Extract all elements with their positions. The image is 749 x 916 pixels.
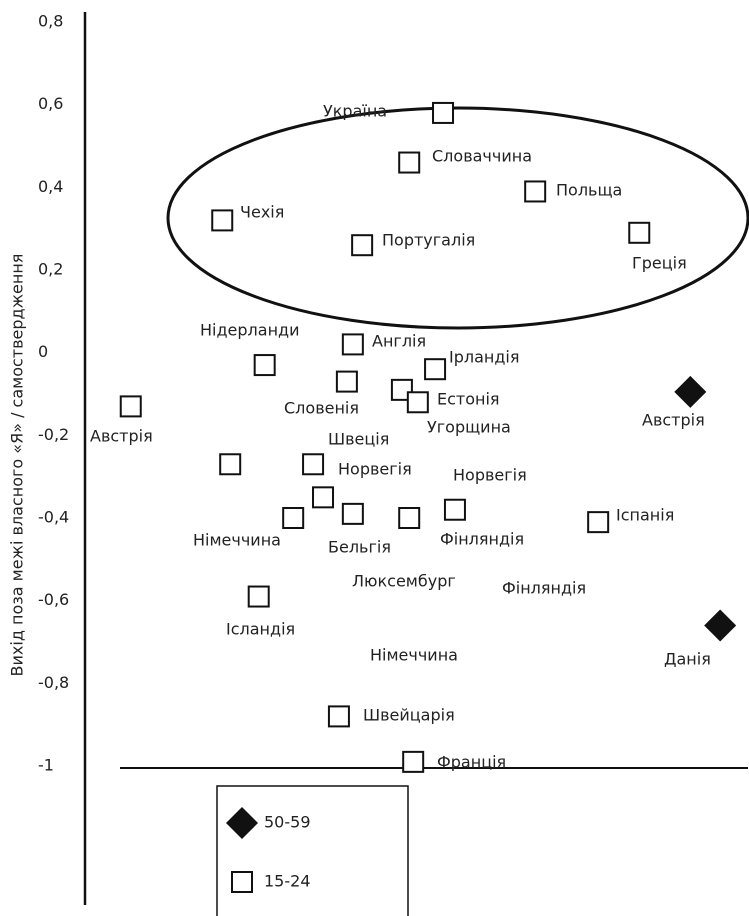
- point-label: Польща: [556, 181, 622, 200]
- y-tick-label: 0,4: [38, 177, 63, 196]
- point-label: Фінляндія: [440, 530, 524, 549]
- point-label: Чехія: [240, 203, 284, 222]
- legend-label: 15-24: [264, 872, 311, 891]
- y-tick-label: 0: [38, 342, 48, 361]
- point-label: Австрія: [642, 411, 705, 430]
- data-point: [282, 507, 305, 529]
- legend-marker: [231, 871, 253, 893]
- data-point: [119, 395, 142, 418]
- point-label: Португалія: [382, 231, 475, 250]
- y-tick-label: -1: [38, 756, 54, 775]
- point-label: Іспанія: [616, 506, 674, 525]
- point-label: Німеччина: [370, 646, 458, 665]
- point-label: Ісландія: [226, 620, 295, 639]
- point-label: Греція: [632, 254, 687, 273]
- point-label: Франція: [437, 753, 506, 772]
- data-point: [524, 180, 547, 203]
- data-point: [424, 358, 447, 381]
- data-point: [587, 511, 610, 534]
- legend-label: 50-59: [264, 813, 311, 832]
- data-point: [341, 333, 364, 356]
- group-ellipse: [166, 106, 749, 330]
- data-point: [674, 375, 707, 408]
- point-label: Фінляндія: [502, 579, 586, 598]
- point-label: Австрія: [90, 427, 153, 446]
- data-point: [402, 750, 425, 773]
- data-point: [443, 498, 466, 521]
- y-tick-label: 0,8: [38, 12, 63, 31]
- y-tick-label: -0,4: [38, 508, 69, 527]
- y-tick-label: 0,6: [38, 94, 63, 113]
- legend-marker: [226, 807, 258, 839]
- data-point: [302, 453, 325, 476]
- data-point: [628, 221, 651, 244]
- point-label: Естонія: [437, 390, 500, 409]
- data-point: [398, 507, 421, 529]
- point-label: Норвегія: [453, 466, 527, 485]
- data-point: [406, 391, 429, 414]
- point-label: Швейцарія: [363, 706, 455, 725]
- point-label: Словаччина: [432, 147, 532, 166]
- data-point: [247, 585, 270, 608]
- y-tick-label: -0,2: [38, 425, 69, 444]
- point-label: Словенія: [284, 399, 359, 418]
- point-label: Бельгія: [328, 538, 391, 557]
- point-label: Англія: [372, 332, 426, 351]
- y-tick-label: -0,8: [38, 673, 69, 692]
- point-label: Швеція: [328, 430, 389, 449]
- data-point: [253, 354, 276, 377]
- data-point: [327, 705, 350, 728]
- point-label: Ірландія: [449, 348, 520, 367]
- data-point: [351, 234, 374, 257]
- data-point: [219, 453, 242, 476]
- data-point: [341, 502, 364, 525]
- point-label: Данія: [664, 650, 711, 669]
- y-tick-label: -0,6: [38, 590, 69, 609]
- point-label: Україна: [323, 102, 387, 121]
- point-label: Угорщина: [427, 418, 511, 437]
- y-axis-title: Вихід поза межі власного «Я» / самоствер…: [8, 254, 27, 677]
- legend-box: [216, 785, 409, 916]
- data-point: [312, 486, 335, 509]
- data-point: [432, 101, 455, 124]
- point-label: Люксембург: [352, 572, 456, 591]
- data-point: [398, 151, 421, 174]
- point-label: Німеччина: [193, 531, 281, 550]
- point-label: Нідерланди: [200, 321, 300, 340]
- y-tick-label: 0,2: [38, 260, 63, 279]
- data-point: [704, 609, 737, 642]
- point-label: Норвегія: [338, 460, 412, 479]
- data-point: [335, 370, 358, 393]
- data-point: [211, 209, 234, 232]
